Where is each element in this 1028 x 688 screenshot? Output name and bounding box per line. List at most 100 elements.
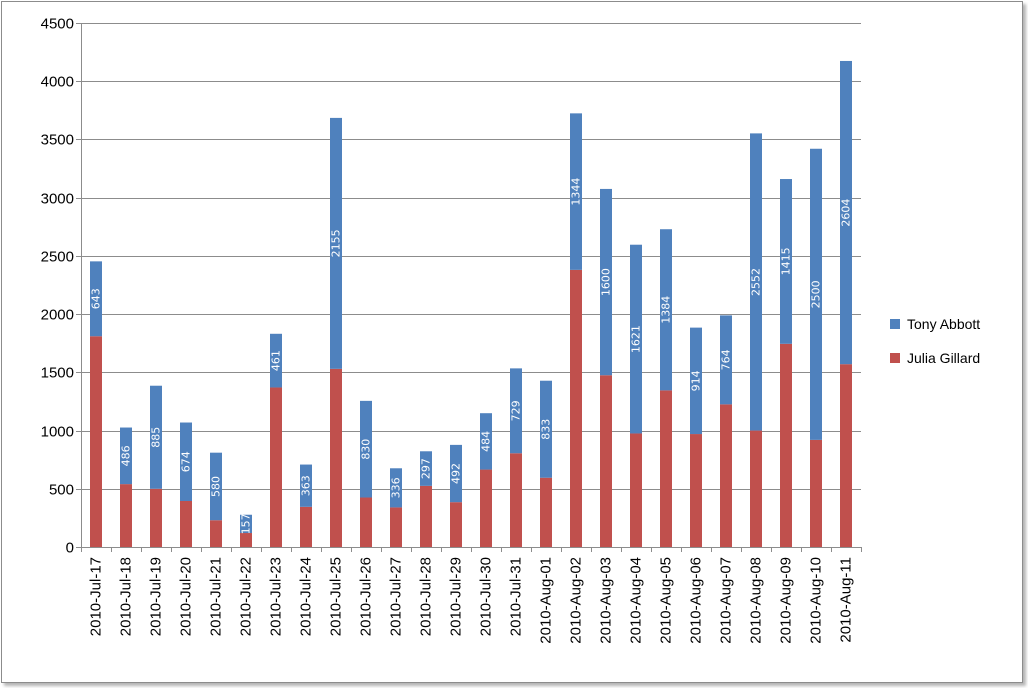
bar-julia-gillard (210, 520, 222, 547)
bar-julia-gillard (810, 439, 822, 547)
y-tick-label: 4000 (41, 74, 74, 91)
data-label: 764 (720, 349, 733, 370)
data-label: 643 (90, 288, 103, 309)
data-label: 2552 (750, 268, 763, 296)
x-tick-label: 2010-Aug-09 (778, 557, 795, 644)
legend: Tony Abbott Julia Gillard (890, 316, 980, 366)
data-label: 1415 (780, 247, 793, 275)
bar-julia-gillard (720, 404, 732, 547)
bar-julia-gillard (780, 343, 792, 547)
data-label: 486 (120, 445, 133, 466)
data-label: 363 (300, 475, 313, 496)
bar-tony-abbott (90, 261, 102, 337)
x-tick-label: 2010-Jul-17 (88, 557, 105, 636)
bar-tony-abbott (690, 327, 702, 435)
x-tick-label: 2010-Aug-05 (658, 557, 675, 644)
bar-tony-abbott (810, 148, 822, 440)
y-tick-labels: 0 500 1000 1500 2000 2500 3000 3500 4000 4500 (41, 16, 74, 557)
x-tick-label: 2010-Aug-04 (628, 557, 645, 644)
y-tick-label: 2000 (41, 307, 74, 324)
bar-tony-abbott (240, 514, 252, 534)
data-label: 914 (690, 370, 703, 391)
x-tick-label: 2010-Jul-21 (208, 557, 225, 636)
x-tick-label: 2010-Aug-10 (808, 557, 825, 644)
bar-julia-gillard (360, 497, 372, 547)
data-label: 580 (210, 476, 223, 497)
legend-swatch (890, 319, 900, 329)
legend-swatch (890, 353, 900, 363)
bar-julia-gillard (420, 485, 432, 547)
bar-tony-abbott (570, 113, 582, 270)
bar-julia-gillard (300, 506, 312, 547)
bar-julia-gillard (270, 387, 282, 547)
bar-julia-gillard (690, 434, 702, 547)
bar-julia-gillard (90, 336, 102, 547)
legend-label: Tony Abbott (907, 316, 980, 332)
bar-tony-abbott (390, 468, 402, 508)
y-tick-label: 1000 (41, 424, 74, 441)
y-tick-label: 3000 (41, 191, 74, 208)
data-label: 297 (420, 458, 433, 479)
y-tick-label: 4500 (41, 16, 74, 33)
bar-tony-abbott (120, 427, 132, 485)
data-label: 674 (180, 451, 193, 472)
data-label: 2155 (330, 229, 343, 257)
bar-tony-abbott (600, 188, 612, 376)
x-tick-label: 2010-Aug-07 (718, 557, 735, 644)
bar-julia-gillard (150, 488, 162, 547)
data-label: 157 (240, 513, 253, 534)
bars (90, 60, 852, 547)
data-label: 1384 (660, 296, 673, 324)
x-tick-label: 2010-Jul-27 (388, 557, 405, 636)
bar-tony-abbott (840, 60, 852, 365)
x-tick-label: 2010-Aug-11 (838, 557, 855, 643)
bar-tony-abbott (450, 444, 462, 503)
bar-tony-abbott (420, 451, 432, 486)
y-tick-label: 3500 (41, 132, 74, 149)
bar-tony-abbott (360, 400, 372, 498)
bar-tony-abbott (330, 117, 342, 369)
x-tick-label: 2010-Jul-23 (268, 557, 285, 636)
bar-tony-abbott (300, 464, 312, 507)
x-tick-label: 2010-Jul-28 (418, 557, 435, 636)
data-label: 729 (510, 400, 523, 421)
x-tick-label: 2010-Jul-30 (478, 557, 495, 636)
x-tick-label: 2010-Aug-06 (688, 557, 705, 644)
data-label: 2604 (840, 199, 853, 227)
bar-tony-abbott (750, 133, 762, 431)
bar-tony-abbott (150, 385, 162, 489)
data-label: 1621 (630, 325, 643, 353)
bar-julia-gillard (330, 368, 342, 547)
bar-tony-abbott (510, 368, 522, 454)
bar-tony-abbott (210, 452, 222, 521)
legend-label: Julia Gillard (907, 350, 980, 366)
bar-julia-gillard (600, 375, 612, 547)
bar-julia-gillard (630, 433, 642, 547)
data-label: 1344 (570, 178, 583, 206)
x-tick-label: 2010-Aug-03 (598, 557, 615, 644)
bar-julia-gillard (480, 469, 492, 547)
x-tick-label: 2010-Aug-02 (568, 557, 585, 644)
y-tick-label: 2500 (41, 249, 74, 266)
bar-tony-abbott (720, 315, 732, 405)
data-label: 461 (270, 350, 283, 371)
axes (76, 23, 862, 552)
x-tick-label: 2010-Jul-22 (238, 557, 255, 636)
x-tick-label: 2010-Jul-31 (508, 557, 525, 636)
x-tick-label: 2010-Jul-29 (448, 557, 465, 636)
x-tick-label: 2010-Jul-20 (178, 557, 195, 636)
data-label: 833 (540, 419, 553, 440)
x-tick-label: 2010-Jul-18 (118, 557, 135, 636)
x-tick-label: 2010-Jul-26 (358, 557, 375, 636)
bar-julia-gillard (510, 453, 522, 547)
x-tick-label: 2010-Aug-01 (538, 557, 555, 644)
x-tick-label: 2010-Jul-25 (328, 557, 345, 636)
data-label: 484 (480, 431, 493, 452)
x-tick-label: 2010-Aug-08 (748, 557, 765, 644)
bar-julia-gillard (840, 364, 852, 547)
bar-tony-abbott (660, 229, 672, 391)
data-label: 885 (150, 427, 163, 448)
y-tick-label: 0 (66, 540, 74, 557)
x-tick-labels: 2010-Jul-17 2010-Jul-18 2010-Jul-19 2010-Ju… (88, 557, 855, 644)
